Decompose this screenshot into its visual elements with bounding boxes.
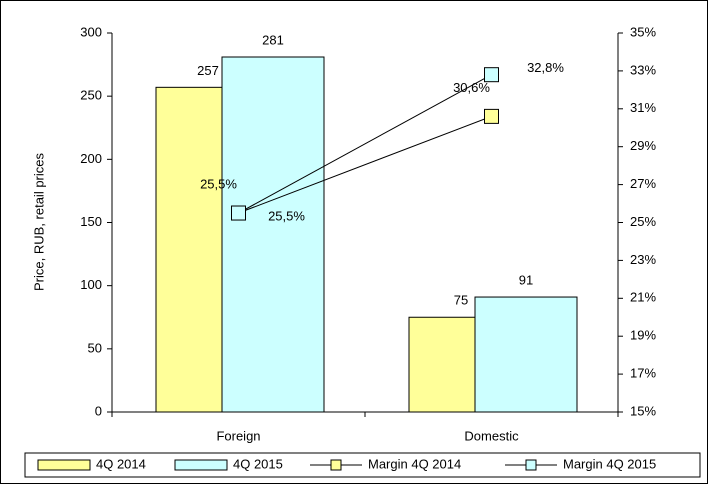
legend-label: Margin 4Q 2015	[563, 456, 656, 471]
bar-value-label: 91	[519, 272, 533, 287]
margin-value-label: 25,5%	[268, 208, 305, 223]
y-tick-label: 100	[80, 277, 102, 292]
y2-tick-label: 23%	[630, 252, 656, 267]
bar-value-label: 75	[454, 293, 468, 308]
margin-line	[238, 74, 492, 214]
y-tick-label: 50	[88, 340, 102, 355]
legend-swatch	[37, 459, 91, 471]
bar	[155, 86, 223, 413]
y2-tick-label: 35%	[630, 24, 656, 39]
y-axis-label: Price, RUB, retail prices	[31, 153, 46, 291]
y2-tick-label: 21%	[630, 290, 656, 305]
legend-frame	[24, 452, 701, 478]
legend-marker	[525, 459, 537, 471]
legend-marker	[330, 459, 342, 471]
bar	[408, 316, 476, 413]
bar-value-label: 281	[262, 32, 284, 47]
bar-value-label: 257	[197, 63, 219, 78]
y2-tick-label: 29%	[630, 138, 656, 153]
x-tick-label: Foreign	[216, 428, 260, 443]
margin-marker	[484, 108, 499, 124]
bar	[221, 56, 325, 413]
y-tick-label: 150	[80, 214, 102, 229]
y2-tick-label: 19%	[630, 328, 656, 343]
margin-value-label: 25,5%	[200, 176, 237, 191]
margin-marker	[231, 205, 246, 221]
legend-swatch	[174, 459, 228, 471]
y-tick-label: 200	[80, 151, 102, 166]
legend-label: 4Q 2015	[233, 456, 283, 471]
y2-tick-label: 17%	[630, 366, 656, 381]
y2-tick-label: 15%	[630, 403, 656, 418]
x-tick-label: Domestic	[464, 428, 519, 443]
y-tick-label: 250	[80, 88, 102, 103]
legend-label: Margin 4Q 2014	[368, 456, 461, 471]
bar	[474, 296, 578, 413]
y-tick-label: 0	[95, 403, 102, 418]
y2-tick-label: 31%	[630, 100, 656, 115]
y2-tick-label: 25%	[630, 214, 656, 229]
margin-marker	[484, 67, 499, 83]
legend-label: 4Q 2014	[96, 456, 146, 471]
y2-tick-label: 33%	[630, 62, 656, 77]
margin-value-label: 32,8%	[527, 60, 564, 75]
y-tick-label: 300	[80, 24, 102, 39]
y2-tick-label: 27%	[630, 176, 656, 191]
margin-line	[238, 115, 492, 214]
